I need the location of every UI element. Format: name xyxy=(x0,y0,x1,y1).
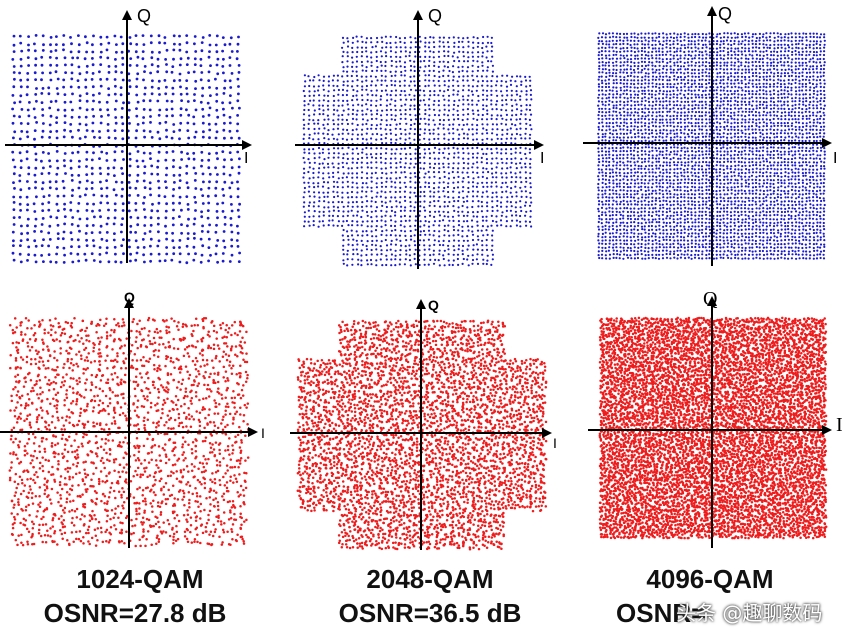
i-axis-label: I xyxy=(540,150,544,167)
i-axis-label: I xyxy=(833,150,837,167)
constellation-points xyxy=(296,319,548,551)
constellation-points xyxy=(597,32,826,260)
q-axis-label: Q xyxy=(703,288,718,310)
caption-2048-osnr: OSNR=36.5 dB xyxy=(300,600,560,626)
q-axis-label: Q xyxy=(137,6,151,26)
constellation-panel-4096-meas: IQ xyxy=(588,288,843,548)
caption-2048-modulation: 2048-QAM xyxy=(330,566,530,592)
q-axis-label: Q xyxy=(428,297,439,313)
i-axis-label: I xyxy=(244,150,248,167)
i-axis-label: I xyxy=(553,435,557,451)
caption-4096-modulation: 4096-QAM xyxy=(610,566,810,592)
constellation-panel-1024-sim: IQ xyxy=(5,6,252,265)
i-axis-label: I xyxy=(261,425,265,441)
i-axis-label: I xyxy=(836,414,843,436)
q-axis-label: Q xyxy=(718,4,732,24)
constellation-panel-4096-sim: IQ xyxy=(583,4,837,266)
caption-1024-modulation: 1024-QAM xyxy=(40,566,240,592)
caption-4096-osnr: OSNR= xyxy=(616,600,706,626)
caption-1024-osnr: OSNR=27.8 dB xyxy=(5,600,265,626)
constellation-panel-2048-sim: IQ xyxy=(295,6,544,269)
constellation-panel-1024-meas: IQ xyxy=(0,289,265,548)
watermark: 头条 @趣聊数码 xyxy=(676,596,846,630)
constellation-points xyxy=(302,35,533,267)
constellation-panel-2048-meas: IQ xyxy=(290,297,557,551)
q-axis-label: Q xyxy=(428,6,442,26)
q-axis-label: Q xyxy=(124,289,135,305)
